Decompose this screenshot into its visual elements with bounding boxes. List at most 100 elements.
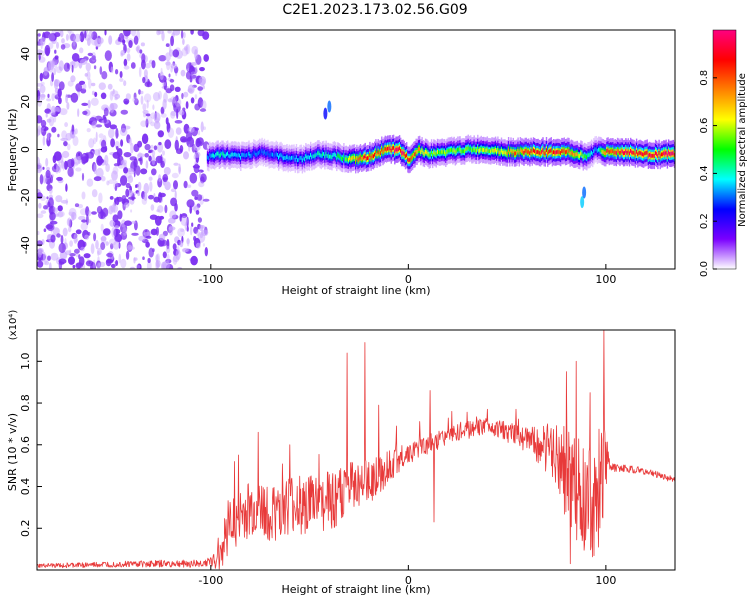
spectrogram-noise-speck [193,226,199,234]
spectrogram-noise-speck [186,238,190,245]
spectrogram-noise-speck [152,104,155,110]
spectrogram-cell [270,152,273,157]
spectrogram-cell [362,156,364,161]
spectrogram-cell [232,152,235,157]
spectrogram-cell [640,151,642,156]
spectrogram-noise-speck [83,253,91,259]
spectrogram-noise-speck [58,81,65,91]
spectrogram-noise-speck [67,217,72,228]
spectrogram-noise-speck [38,202,42,209]
spectrogram-noise-speck [114,141,120,149]
spectrogram-cell [618,149,620,154]
spectrogram-cell [436,150,439,154]
spectrogram-noise-speck [106,180,110,186]
figure-title: C2E1.2023.173.02.56.G09 [282,2,467,18]
spectrogram-noise-speck [162,174,169,183]
spectrogram-cell [657,154,659,158]
spectrogram-cell [653,154,656,158]
spectrogram-noise-speck [123,30,131,37]
spectrogram-noise-speck [57,163,62,174]
spectrogram-noise-speck [152,92,161,102]
spectrogram-cell [402,150,404,155]
spectrogram-cell [484,148,486,153]
spectrogram-cell [455,149,458,154]
spectrogram-noise-speck [169,210,177,220]
spectrogram-cell [370,155,372,160]
spectrogram-cell [388,146,390,151]
spectrogram-cell [285,156,287,160]
spectrogram-noise-speck [79,58,88,65]
spectrogram-cell [557,150,560,154]
spectrogram-cell [595,147,597,152]
spectrogram-cell [378,151,381,156]
spectrogram-cell [281,154,283,159]
spectrogram-noise-speck [110,66,114,73]
spectrogram-noise-speck [43,228,47,232]
spectrogram-cell [264,151,267,156]
spectrogram-cell [352,155,354,160]
spectrogram-cell [600,148,602,153]
spectrogram-noise-speck [157,205,164,213]
spectrogram-ridge [206,100,675,209]
spectrogram-cell [350,157,352,162]
spectrogram-cell [589,152,592,157]
spectrogram-noise-speck [37,49,43,55]
spectrogram-cell [608,150,610,154]
spectrogram-noise-speck [132,96,138,103]
spectrogram-noise-speck [183,151,189,160]
spectrogram-cell [601,149,603,154]
spectrogram-cell [523,150,525,155]
spectrogram-noise-speck [165,245,171,254]
spectrogram-cell [300,155,302,160]
spectrogram-noise-speck [98,192,103,204]
spectrogram-cell [646,150,648,155]
spectrogram-streak [323,107,328,120]
snr-x-tick-label: 100 [595,574,616,587]
spectrogram-noise-speck [129,156,137,161]
spectrogram-cell [530,149,532,153]
spectrogram-noise-region [37,30,210,269]
spectrogram-noise-speck [175,95,179,102]
spectrogram-noise-speck [42,135,46,146]
spectrogram-noise-speck [170,110,176,119]
spectrogram-noise-speck [140,120,148,127]
spectrogram-noise-speck [170,197,178,207]
spectrogram-noise-speck [199,224,204,232]
spectrogram-cell [288,155,290,160]
spectrogram-cell [580,151,582,156]
spectrogram-noise-speck [145,118,149,128]
spectrogram-cell [518,151,520,156]
spectrogram-cell [234,152,236,157]
spectrogram-noise-speck [140,42,145,47]
spectrogram-noise-speck [93,176,102,182]
spectrogram-noise-speck [190,62,198,66]
spectrogram-noise-speck [84,234,90,240]
spectrogram-cell [230,152,232,157]
spectrogram-cell [609,149,612,154]
spectrogram-noise-speck [57,211,64,218]
spectrogram-cell [286,155,288,159]
spectrogram-cell [654,151,657,155]
spectrogram-noise-speck [168,73,171,78]
spectrogram-cell [472,148,474,152]
spectrogram-noise-speck [71,124,75,135]
spectrogram-noise-speck [172,49,180,58]
spectrogram-cell [440,150,442,155]
spectrogram-cell [321,152,324,157]
spectrogram-cell [575,152,577,157]
spectrogram-cell [446,150,448,154]
spectrogram-noise-speck [193,163,200,174]
spectrogram-noise-speck [123,65,130,70]
spectrogram-noise-speck [91,90,95,96]
spectrogram-cell [336,156,338,160]
spectrogram-noise-speck [79,47,84,54]
spectrogram-cell [607,148,609,153]
spectrogram-noise-speck [145,241,150,248]
spectrogram-cell [435,152,437,157]
spectrogram-noise-speck [151,155,156,166]
spectrogram-cell [571,151,574,156]
spectrogram-panel: -100 0 100 -40 -20 0 20 40 Height of straight … [6,29,676,297]
spectrogram-cell [445,152,447,156]
spectrogram-noise-speck [91,120,97,129]
